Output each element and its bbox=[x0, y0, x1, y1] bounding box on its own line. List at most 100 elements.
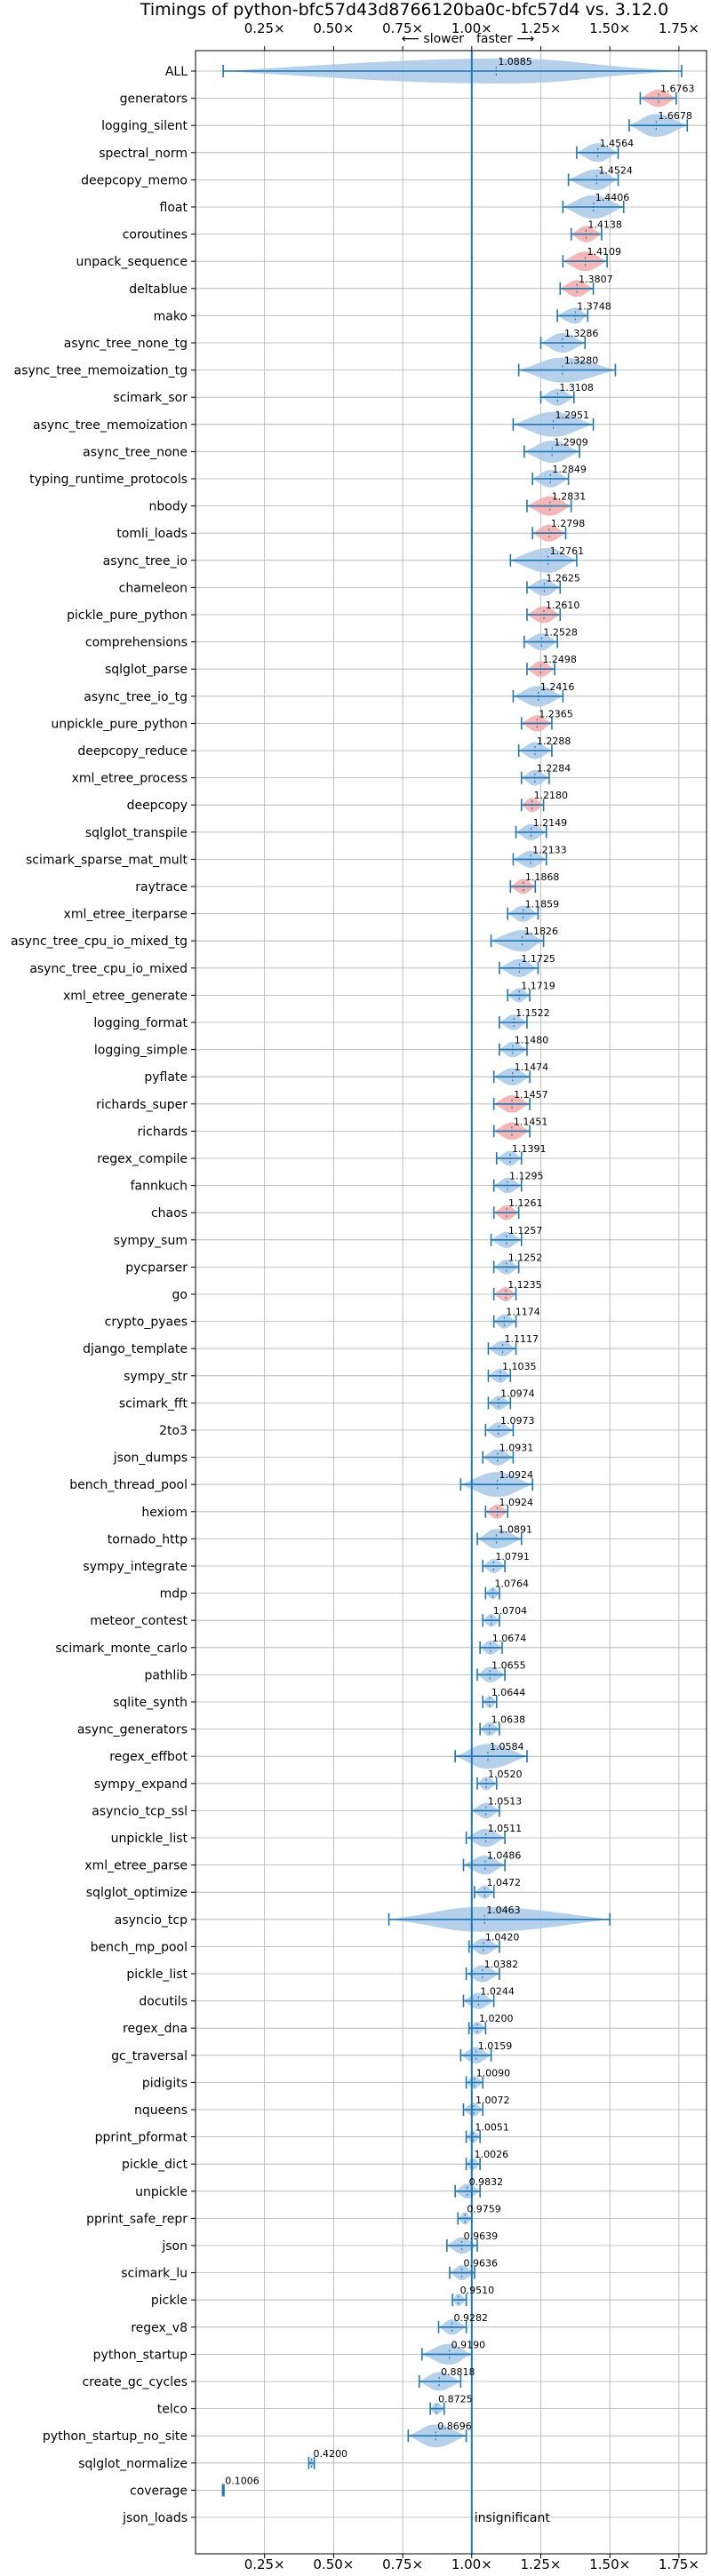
benchmark-label: logging_simple bbox=[94, 1044, 188, 1058]
value-label: 0.9636 bbox=[463, 2258, 498, 2270]
value-label: 1.2849 bbox=[552, 464, 587, 475]
benchmark-label: unpickle bbox=[135, 2185, 188, 2199]
benchmark-label: tomli_loads bbox=[116, 527, 188, 541]
value-label: 1.1522 bbox=[515, 1007, 550, 1019]
value-label: 1.4109 bbox=[587, 246, 622, 258]
benchmark-label: spectral_norm bbox=[99, 147, 188, 161]
value-label: 1.0638 bbox=[491, 1714, 526, 1726]
x-axis-top-ticks: 0.25× 0.50× 0.75× 1.00× 1.25× 1.50× 1.75× bbox=[244, 20, 699, 51]
benchmark-label: pathlib bbox=[145, 1668, 188, 1682]
value-label: 1.2625 bbox=[546, 572, 580, 584]
benchmark-label: sympy_integrate bbox=[83, 1560, 188, 1574]
value-label: 1.1035 bbox=[502, 1361, 537, 1372]
value-label: 1.1117 bbox=[505, 1333, 539, 1345]
value-label: 1.3108 bbox=[559, 382, 594, 394]
benchmark-label: async_tree_cpu_io_mixed bbox=[29, 962, 188, 976]
benchmark-label: crypto_pyaes bbox=[105, 1316, 188, 1330]
tick-label-bottom: 1.25× bbox=[521, 2556, 562, 2572]
grid-lines bbox=[196, 51, 707, 2554]
value-label: 1.2798 bbox=[551, 518, 586, 529]
benchmark-label: richards_super bbox=[96, 1098, 188, 1112]
benchmark-label: pickle_list bbox=[126, 1968, 188, 1982]
benchmark-label: bench_mp_pool bbox=[91, 1940, 188, 1954]
benchmark-label: pickle_pure_python bbox=[67, 608, 188, 623]
value-label: 1.1868 bbox=[525, 871, 560, 883]
value-label: 1.0051 bbox=[475, 2122, 509, 2134]
benchmark-label: mdp bbox=[160, 1587, 188, 1602]
value-label: 1.0159 bbox=[478, 2040, 513, 2052]
tick-label-bottom: 0.25× bbox=[244, 2556, 285, 2572]
benchmark-label: sqlglot_transpile bbox=[85, 826, 188, 840]
value-label: 1.1719 bbox=[521, 980, 555, 991]
value-label: 1.0520 bbox=[488, 1769, 523, 1780]
value-label: 1.2761 bbox=[550, 545, 585, 557]
value-label: 1.0674 bbox=[492, 1633, 527, 1644]
value-label: 1.6678 bbox=[658, 110, 692, 122]
benchmark-label: scimark_lu bbox=[121, 2267, 188, 2281]
value-label: 1.1457 bbox=[514, 1089, 548, 1101]
value-label: 1.0072 bbox=[475, 2095, 510, 2106]
value-label: 1.2831 bbox=[552, 491, 587, 503]
benchmark-label: deltablue bbox=[129, 282, 188, 297]
value-label: 0.9282 bbox=[453, 2312, 488, 2324]
benchmark-label: regex_effbot bbox=[109, 1750, 188, 1764]
value-label: 1.0891 bbox=[499, 1523, 533, 1535]
value-label: 0.9832 bbox=[469, 2176, 504, 2188]
benchmark-label: richards bbox=[138, 1125, 188, 1139]
benchmark-label: deepcopy bbox=[127, 799, 188, 813]
value-label: 1.1451 bbox=[514, 1116, 548, 1127]
benchmark-label: regex_compile bbox=[97, 1152, 188, 1166]
tick-label-bottom: 1.50× bbox=[589, 2556, 630, 2572]
value-label: 1.0791 bbox=[495, 1551, 530, 1562]
benchmark-label: asyncio_tcp_ssl bbox=[92, 1804, 188, 1818]
benchmark-label: async_tree_io_tg bbox=[84, 690, 188, 704]
value-label: 1.0973 bbox=[500, 1415, 535, 1427]
tick-label-bottom: 0.75× bbox=[382, 2556, 423, 2572]
value-label: 1.0090 bbox=[476, 2067, 511, 2079]
benchmark-label: asyncio_tcp bbox=[115, 1913, 188, 1928]
whiskers bbox=[221, 65, 689, 2497]
benchmark-label: xml_etree_iterparse bbox=[64, 908, 188, 922]
slower-label: ⟵ slower bbox=[402, 32, 464, 46]
benchmark-label: ALL bbox=[165, 65, 188, 79]
value-label: 1.1252 bbox=[508, 1252, 543, 1263]
value-label: 1.0655 bbox=[491, 1659, 526, 1671]
benchmark-label: fannkuch bbox=[131, 1180, 188, 1194]
tick-label-top: 0.75× bbox=[382, 20, 423, 36]
value-label: 1.2951 bbox=[555, 409, 590, 421]
value-label: 1.2365 bbox=[539, 708, 573, 720]
plot-frame bbox=[195, 50, 707, 2555]
value-label: 1.0200 bbox=[479, 2013, 514, 2024]
benchmark-label: async_tree_memoization_tg bbox=[14, 364, 188, 378]
value-label: 1.1174 bbox=[506, 1307, 540, 1318]
benchmark-label: json bbox=[161, 2239, 188, 2254]
benchmark-label: float bbox=[160, 201, 188, 215]
benchmark-label: docutils bbox=[139, 1995, 188, 2009]
benchmark-label: deepcopy_memo bbox=[81, 173, 188, 187]
benchmark-label: deepcopy_reduce bbox=[77, 744, 188, 759]
value-label: 1.0513 bbox=[488, 1795, 523, 1807]
value-label: 1.0974 bbox=[500, 1387, 535, 1399]
benchmark-label: mako bbox=[154, 309, 188, 323]
value-label: 1.6763 bbox=[660, 83, 695, 95]
benchmark-label: sqlite_synth bbox=[113, 1696, 188, 1710]
value-label: 1.2416 bbox=[540, 681, 575, 693]
value-label: 1.1261 bbox=[508, 1197, 543, 1209]
benchmark-label: json_dumps bbox=[113, 1451, 188, 1466]
benchmark-label: gc_traversal bbox=[111, 2049, 188, 2063]
value-label: 0.1006 bbox=[225, 2475, 260, 2486]
value-label: 1.3748 bbox=[577, 300, 611, 312]
benchmark-label: scimark_sor bbox=[113, 391, 188, 405]
tick-label-top: 1.25× bbox=[521, 20, 562, 36]
tick-label-top: 1.00× bbox=[451, 20, 492, 36]
tick-label-bottom: 1.00× bbox=[451, 2556, 492, 2572]
benchmark-label: logging_format bbox=[93, 1016, 188, 1030]
benchmark-label: async_tree_io bbox=[103, 554, 188, 568]
value-label: 1.2149 bbox=[533, 817, 568, 829]
benchmark-label: pyflate bbox=[144, 1070, 188, 1085]
benchmark-label: json_loads bbox=[122, 2511, 188, 2525]
chart-title: Timings of python-bfc57d43d8766120ba0c-b… bbox=[140, 0, 668, 20]
value-label: 1.1235 bbox=[507, 1279, 542, 1291]
value-label: 1.4524 bbox=[598, 164, 633, 176]
